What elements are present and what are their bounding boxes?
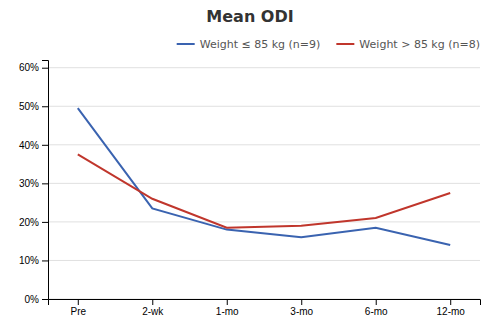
legend-swatch bbox=[177, 43, 195, 45]
legend-swatch bbox=[336, 43, 354, 45]
y-axis-line bbox=[42, 61, 49, 300]
y-tick: 20% bbox=[19, 217, 48, 228]
y-tick: 10% bbox=[19, 255, 48, 266]
x-tick-label: 3-mo bbox=[290, 306, 313, 317]
chart: Mean ODI 0% 10% 20% 30% 40% 50% 60% Pre 2-wk 1-mo 3… bbox=[0, 0, 500, 329]
grid-line bbox=[48, 106, 480, 107]
x-tick-label: Pre bbox=[71, 306, 87, 317]
y-tick: 40% bbox=[19, 140, 48, 151]
background bbox=[0, 0, 500, 329]
y-tick-label: 40% bbox=[19, 140, 39, 151]
x-tick-mark bbox=[450, 299, 451, 305]
grid-line bbox=[48, 221, 480, 222]
legend-item: Weight > 85 kg (n=8) bbox=[336, 38, 480, 51]
y-tick-label: 0% bbox=[25, 294, 40, 305]
legend: Weight ≤ 85 kg (n=9) Weight > 85 kg (n=8) bbox=[177, 38, 480, 51]
grid bbox=[48, 68, 480, 299]
x-tick-label: 2-wk bbox=[142, 306, 164, 317]
x-tick: 2-wk bbox=[142, 299, 164, 317]
grid-line bbox=[48, 260, 480, 261]
y-tick-label: 60% bbox=[19, 62, 39, 73]
y-tick-label: 50% bbox=[19, 101, 39, 112]
x-tick-mark bbox=[152, 299, 153, 305]
y-tick: 50% bbox=[19, 101, 48, 112]
legend-label: Weight ≤ 85 kg (n=9) bbox=[200, 38, 321, 51]
x-tick: 6-mo bbox=[365, 299, 388, 317]
plot: 0% 10% 20% 30% 40% 50% 60% Pre 2-wk 1-mo 3-mo 6-mo 1… bbox=[19, 61, 481, 318]
legend-label: Weight > 85 kg (n=8) bbox=[359, 38, 480, 51]
grid-line bbox=[48, 183, 480, 184]
x-tick-label: 12-mo bbox=[437, 306, 466, 317]
x-tick: Pre bbox=[71, 299, 87, 317]
series-line bbox=[78, 108, 450, 245]
y-tick: 0% bbox=[25, 294, 48, 305]
y-tick-mark bbox=[42, 183, 48, 184]
x-tick: 3-mo bbox=[290, 299, 313, 317]
y-tick-mark bbox=[42, 106, 48, 107]
series-group bbox=[78, 108, 450, 245]
y-tick-label: 20% bbox=[19, 217, 39, 228]
y-tick: 30% bbox=[19, 178, 48, 189]
x-tick-mark bbox=[78, 299, 79, 305]
y-tick-label: 30% bbox=[19, 178, 39, 189]
grid-line bbox=[48, 67, 480, 68]
y-tick-mark bbox=[42, 68, 48, 69]
y-tick-mark bbox=[42, 222, 48, 223]
x-axis: Pre 2-wk 1-mo 3-mo 6-mo 12-mo bbox=[49, 299, 481, 317]
series-line bbox=[78, 154, 450, 227]
legend-item: Weight ≤ 85 kg (n=9) bbox=[177, 38, 321, 51]
x-tick-mark bbox=[376, 299, 377, 305]
x-axis-line bbox=[49, 300, 481, 306]
y-axis: 0% 10% 20% 30% 40% 50% 60% bbox=[19, 61, 49, 305]
x-tick-mark bbox=[227, 299, 228, 305]
x-tick: 12-mo bbox=[437, 299, 466, 317]
x-tick-mark bbox=[301, 299, 302, 305]
y-tick-label: 10% bbox=[19, 255, 39, 266]
y-tick-mark bbox=[42, 299, 48, 300]
x-tick: 1-mo bbox=[216, 299, 239, 317]
x-tick-label: 1-mo bbox=[216, 306, 239, 317]
y-tick-mark bbox=[42, 145, 48, 146]
grid-line bbox=[48, 144, 480, 145]
y-tick: 60% bbox=[19, 62, 48, 73]
title: Mean ODI bbox=[206, 7, 293, 26]
y-tick-mark bbox=[42, 260, 48, 261]
x-tick-label: 6-mo bbox=[365, 306, 388, 317]
